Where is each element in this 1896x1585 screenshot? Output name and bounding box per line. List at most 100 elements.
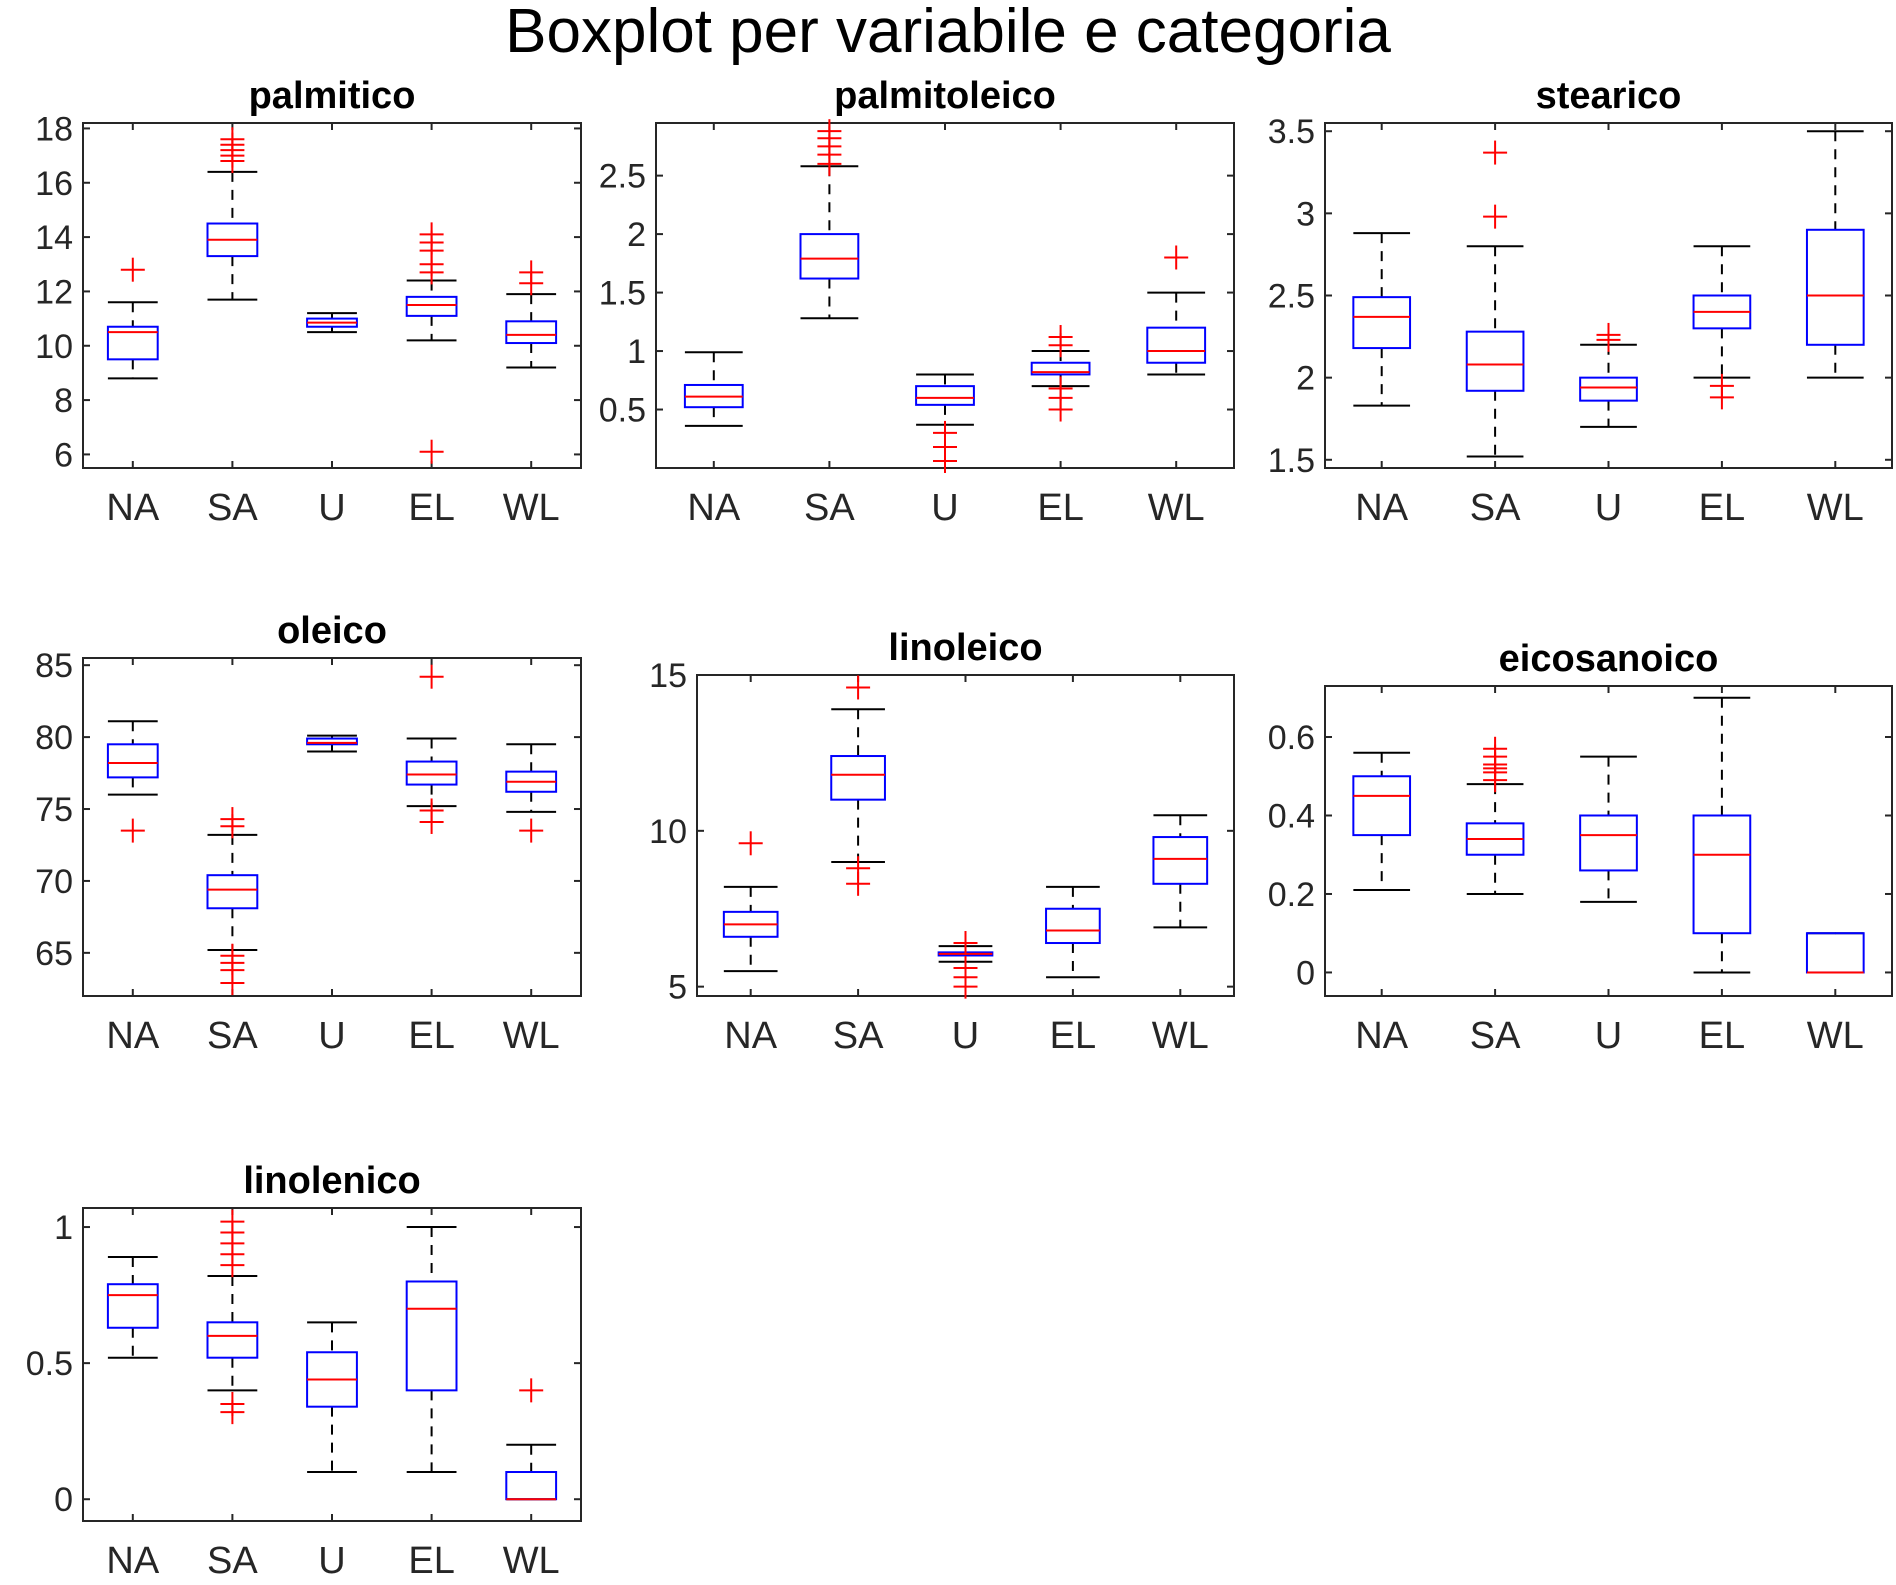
ytick-label: 6	[54, 436, 73, 474]
panel-stearico: stearico 1.5 2 2.5 3 3.5 NA SA U EL WL	[1268, 75, 1893, 529]
outlier-marker	[220, 814, 245, 839]
ytick-label: 0.5	[26, 1345, 73, 1383]
box-SA	[1465, 736, 1525, 895]
outlier-marker	[1483, 204, 1508, 229]
xtick-label: U	[318, 1015, 345, 1057]
ytick-label: 3.5	[1268, 113, 1315, 151]
iqr-box	[106, 743, 159, 779]
figure-title: Boxplot per variabile e categoria	[505, 0, 1391, 66]
xtick-label: NA	[687, 487, 740, 529]
box-EL	[405, 222, 458, 464]
box-SA	[206, 127, 259, 301]
xtick-label: SA	[207, 487, 258, 529]
box-U	[306, 1321, 358, 1474]
xtick-label: U	[952, 1015, 979, 1057]
axes-frame	[82, 657, 582, 997]
panel-palmitoleico: palmitoleico 0.5 1 1.5 2 2.5 NA SA U EL WL	[599, 75, 1235, 529]
xtick-label: SA	[207, 1540, 258, 1582]
ytick-label: 3	[1296, 195, 1315, 233]
box-U	[1579, 322, 1638, 428]
box-SA	[799, 119, 860, 320]
xtick-label: SA	[1470, 1015, 1521, 1057]
box-U	[915, 373, 975, 473]
box-NA	[1352, 751, 1412, 892]
panel-linoleico: linoleico 5 10 15 NA SA U EL WL	[649, 627, 1235, 1057]
iqr-box	[405, 760, 458, 786]
outlier-marker	[1048, 376, 1073, 401]
box-U	[306, 312, 358, 334]
ytick-label: 1	[627, 333, 646, 371]
xtick-label: U	[931, 487, 958, 529]
ytick-label: 0.4	[1268, 797, 1315, 835]
iqr-box	[1465, 330, 1525, 392]
xtick-label: WL	[1152, 1015, 1209, 1057]
ytick-label: 0	[54, 1481, 73, 1519]
panel-title: linoleico	[888, 627, 1042, 669]
panel-title: eicosanoico	[1499, 638, 1719, 680]
iqr-box	[106, 1283, 159, 1329]
ytick-label: 2	[627, 216, 646, 254]
iqr-box	[405, 295, 458, 317]
iqr-box	[830, 755, 886, 801]
xtick-label: EL	[1699, 487, 1745, 529]
box-EL	[1045, 885, 1101, 979]
xtick-label: WL	[503, 1015, 560, 1057]
iqr-box	[915, 385, 975, 406]
xtick-label: U	[1595, 1015, 1622, 1057]
outlier-marker	[519, 1378, 544, 1403]
iqr-box	[405, 1280, 458, 1392]
ytick-label: 14	[35, 219, 73, 257]
box-NA	[106, 257, 159, 380]
panel-linolenico: linolenico 0 0.5 1 NA SA U EL WL	[26, 1160, 582, 1582]
xtick-label: EL	[1699, 1015, 1745, 1057]
box-SA	[206, 807, 259, 996]
box-SA	[830, 675, 886, 896]
panel-title: linolenico	[243, 1160, 420, 1202]
outlier-marker	[1048, 397, 1073, 422]
xtick-label: SA	[207, 1015, 258, 1057]
xtick-label: NA	[1355, 487, 1408, 529]
ytick-label: 8	[54, 382, 73, 420]
box-U	[306, 734, 358, 753]
ytick-label: 70	[35, 863, 73, 901]
outlier-marker	[846, 871, 871, 896]
panel-title: oleico	[277, 610, 387, 652]
iqr-box	[106, 325, 159, 361]
outlier-marker	[1483, 140, 1508, 165]
box-WL	[505, 260, 558, 369]
ytick-label: 0.6	[1268, 719, 1315, 757]
panel-title: palmitoleico	[834, 75, 1056, 117]
ytick-label: 10	[649, 813, 687, 851]
iqr-box	[505, 1471, 558, 1501]
box-NA	[683, 351, 744, 427]
panel-title: stearico	[1536, 75, 1682, 117]
outlier-marker	[120, 818, 145, 843]
ytick-label: 1.5	[1268, 442, 1315, 480]
xtick-label: SA	[833, 1015, 884, 1057]
xtick-label: NA	[106, 1015, 159, 1057]
box-WL	[1152, 814, 1209, 929]
iqr-box	[1692, 814, 1752, 935]
box-WL	[1805, 130, 1865, 379]
xtick-label: U	[318, 1540, 345, 1582]
iqr-box	[1352, 775, 1412, 837]
box-EL	[1692, 696, 1752, 974]
ytick-label: 1.5	[599, 275, 646, 313]
ytick-label: 0.5	[599, 392, 646, 430]
ytick-label: 5	[668, 969, 687, 1007]
iqr-box	[1805, 228, 1865, 346]
iqr-box	[1146, 326, 1207, 364]
outlier-marker	[1483, 736, 1508, 761]
ytick-label: 0	[1296, 954, 1315, 992]
xtick-label: WL	[503, 1540, 560, 1582]
ytick-label: 10	[35, 328, 73, 366]
iqr-box	[799, 233, 860, 280]
iqr-box	[306, 737, 358, 746]
xtick-label: NA	[1355, 1015, 1408, 1057]
ytick-label: 1	[54, 1209, 73, 1247]
xtick-label: U	[318, 487, 345, 529]
xtick-label: EL	[1050, 1015, 1096, 1057]
box-U	[937, 931, 994, 999]
panel-eicosanoico: eicosanoico 0 0.2 0.4 0.6 NA SA U EL WL	[1268, 638, 1893, 1057]
